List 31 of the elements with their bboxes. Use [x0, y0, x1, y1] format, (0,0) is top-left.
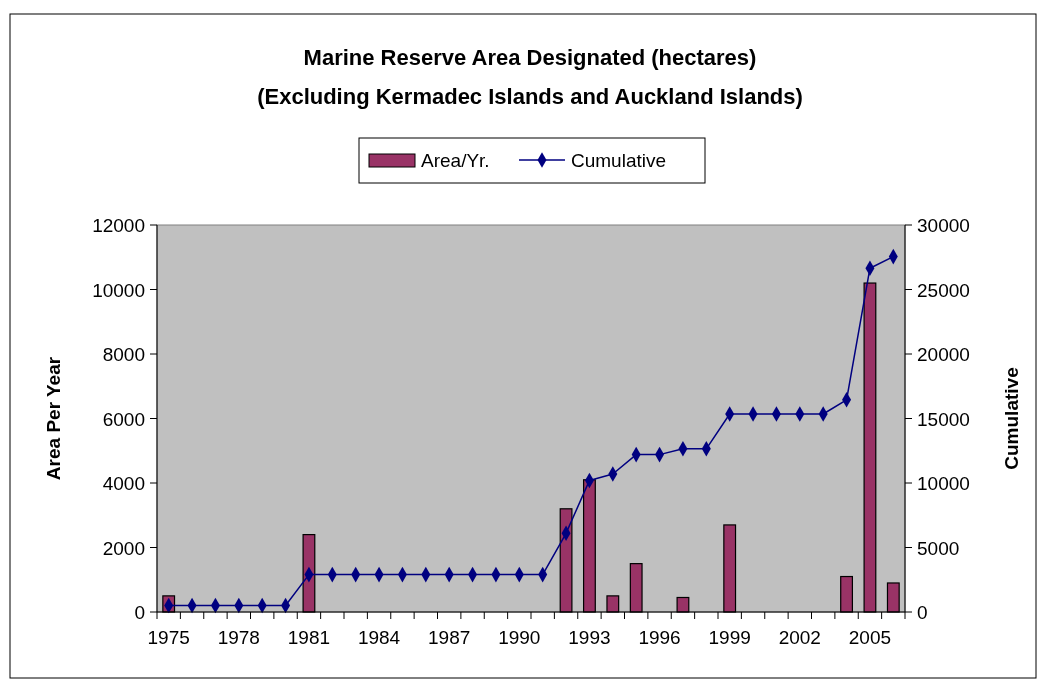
x-tick-label: 1993 [568, 627, 611, 648]
y-tick-label: 10000 [92, 279, 145, 301]
chart-subtitle: (Excluding Kermadec Islands and Auckland Islands) [257, 84, 803, 109]
y2-tick-label: 30000 [917, 215, 970, 236]
y2-axis-title: Cumulative [1001, 367, 1022, 470]
x-tick-label: 2005 [848, 627, 892, 648]
chart-title: Marine Reserve Area Designated (hectares) [303, 45, 757, 70]
x-tick-label: 1996 [638, 627, 681, 648]
y2-tick-label: 0 [917, 602, 928, 623]
x-tick-label: 2002 [778, 627, 821, 648]
x-tick-label: 1984 [357, 627, 401, 648]
y-tick-label: 0 [134, 602, 145, 623]
y-tick-label: 4000 [102, 473, 145, 494]
y2-tick-label: 10000 [917, 473, 970, 494]
y2-tick-label: 15000 [917, 408, 970, 430]
x-tick-label: 1987 [428, 627, 471, 648]
y-tick-label: 12000 [92, 215, 145, 236]
y-tick-label: 8000 [102, 344, 145, 365]
x-tick-label: 1990 [498, 627, 541, 648]
y2-tick-label: 20000 [917, 344, 970, 365]
y-axis-title: Area Per Year [43, 356, 64, 481]
y-tick-label: 2000 [102, 537, 145, 559]
x-tick-label: 1999 [708, 627, 751, 648]
y2-tick-label: 25000 [917, 279, 970, 301]
legend-label: Area/Yr. [421, 150, 490, 171]
y-tick-label: 6000 [102, 408, 145, 430]
x-tick-label: 1975 [147, 627, 190, 648]
x-tick-label: 1981 [287, 627, 331, 648]
y2-tick-label: 5000 [917, 537, 960, 559]
x-tick-label: 1978 [217, 627, 260, 648]
legend-label: Cumulative [571, 150, 667, 171]
